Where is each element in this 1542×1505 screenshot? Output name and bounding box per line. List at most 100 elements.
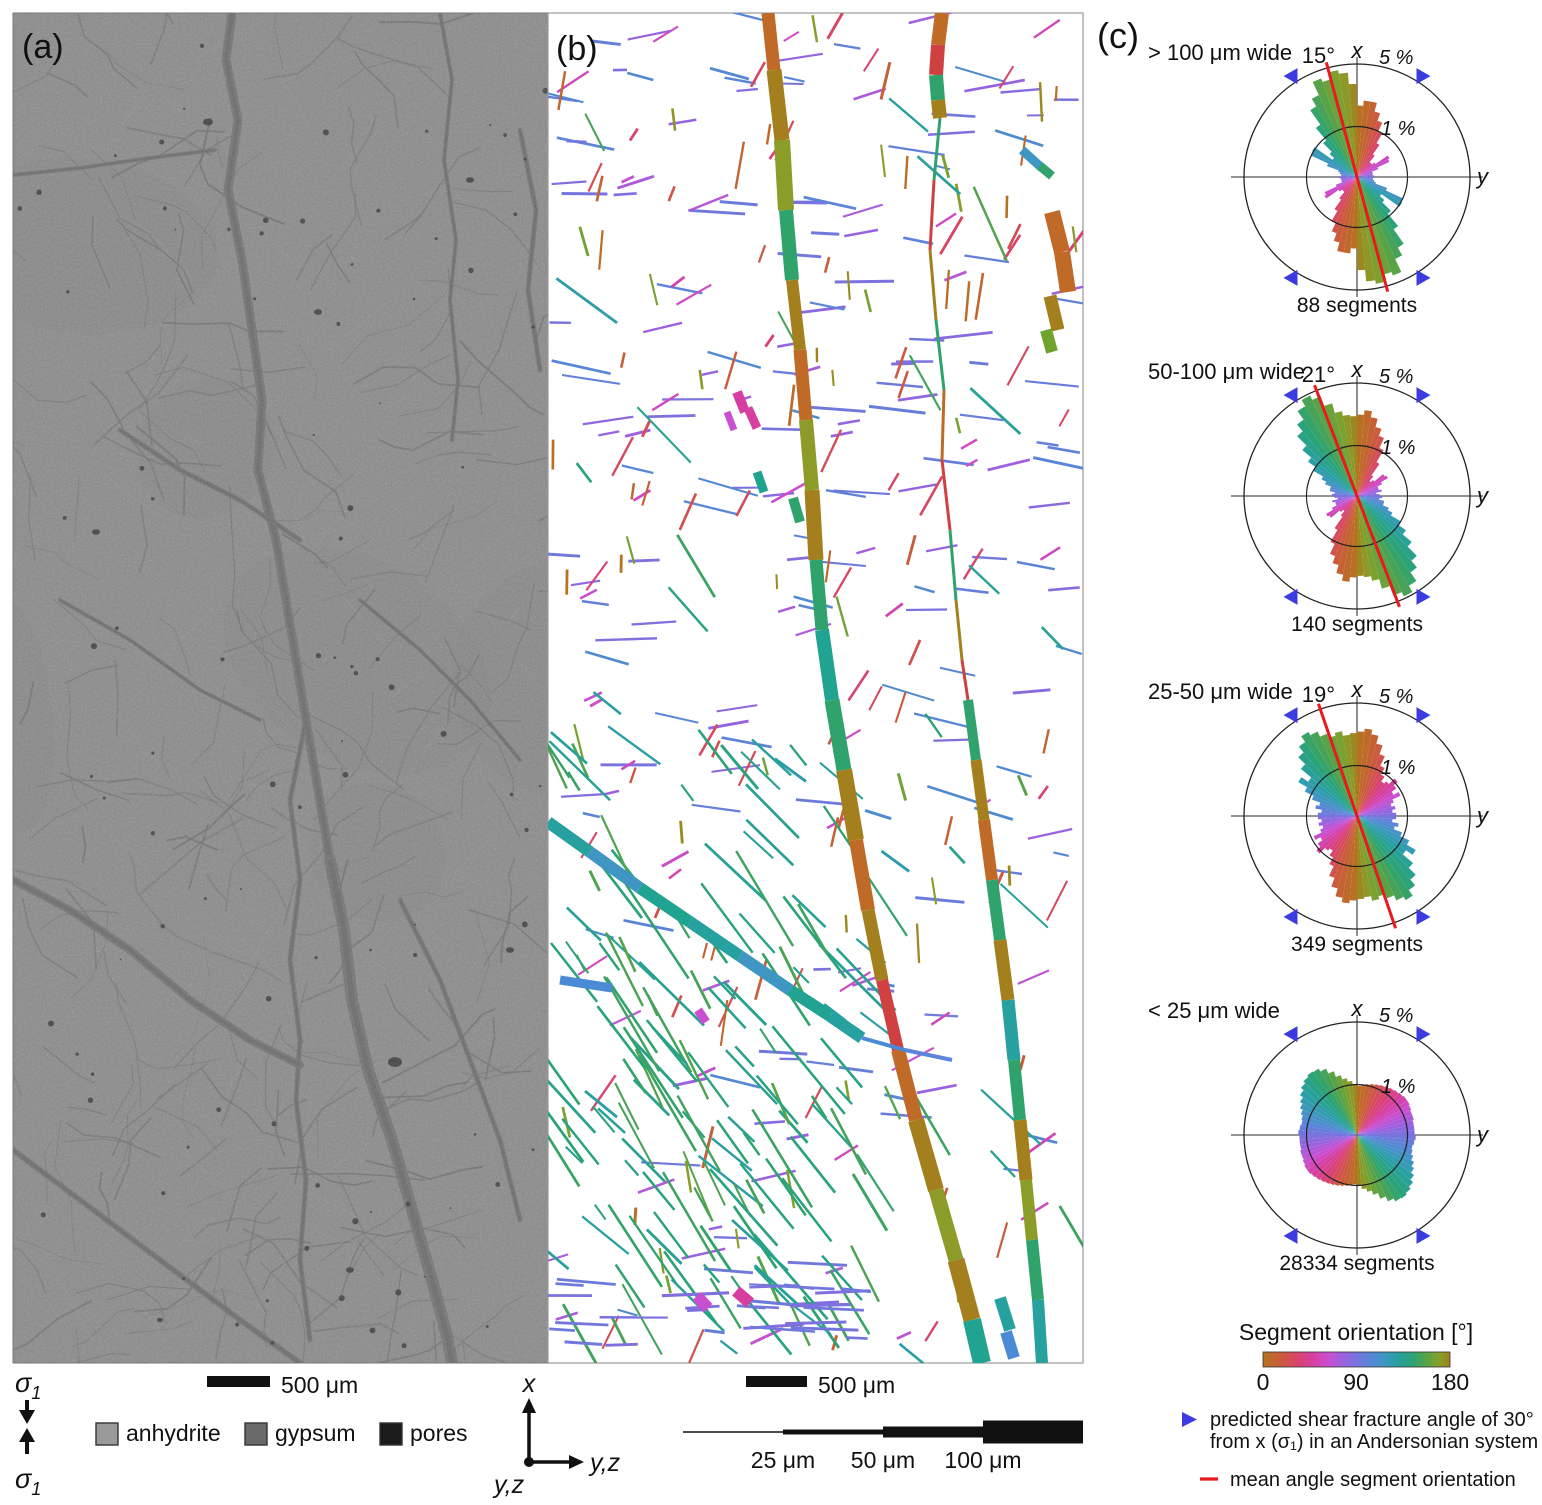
fracture-segment-thin [965,458,978,468]
fracture-fragment [1043,294,1065,332]
rose-petal [1357,1135,1414,1187]
fracture-segment-thin [778,1109,809,1144]
rose-petal [1357,488,1379,496]
rose-petal [1332,157,1357,177]
fracture-segment-thin [709,1277,742,1330]
rose-petal [1357,100,1371,177]
width-legend-50um-label: 50 μm [851,1447,915,1473]
orientation-colorbar: Segment orientation [°] 0 90 180 [1239,1319,1473,1395]
rose-y-axis-label: y [1475,164,1490,189]
rose-petal [1357,177,1376,184]
fracture-segment-thin [687,1328,705,1363]
fracture-band-segment [804,489,824,561]
rose-petal [1342,734,1357,816]
fracture-band-segment [786,984,834,1022]
fracture-segment-thin [745,783,800,839]
rose-petal [1357,799,1394,816]
rose-petal [1357,816,1414,868]
fracture-segment-thin [604,932,644,1007]
fracture-band-segment [1020,1179,1038,1241]
fracture-segment-thin [584,1089,618,1119]
fracture-segment-thin [638,1054,698,1152]
fracture-segment-thin [699,1224,732,1272]
colorbar-gradient [1262,1351,1451,1368]
rose-petal [1357,417,1378,496]
rose-mean-angle-label: 15° [1302,43,1335,68]
fracture-segment-thin [601,1315,620,1350]
fracture-segment-thin [853,87,887,101]
fracture-segment-thin [792,966,810,984]
rose-segment-count: 349 segments [1291,933,1423,956]
fracture-segment-thin [1047,445,1081,455]
rose-x-axis-label: x [1351,996,1364,1021]
rose-outer-ring-5pct [1243,382,1471,610]
fracture-segment-thin [605,1342,638,1347]
rose-petal [1357,159,1390,177]
fracture-segment-thin [549,1327,575,1332]
fracture-segment-thin [1048,586,1080,592]
rose-petal [1311,1135,1357,1178]
fracture-segment-thin [577,955,608,976]
shear-angle-triangle-icon [1182,1412,1197,1427]
fracture-segment-thin [589,698,603,708]
fracture-segment-thin [695,1066,716,1078]
panel-b-label: (b) [556,30,598,68]
shear-angle-triangle [1416,588,1431,605]
fracture-segment-thin [783,76,805,83]
rose-petal [1300,1109,1357,1135]
rose-petal [1299,1090,1357,1135]
rose-petal [1357,816,1403,837]
fracture-segment-thin [1032,456,1083,470]
rose-petal [1341,174,1357,177]
fracture-segment-thin [894,691,907,724]
fracture-segment-thin [954,417,962,434]
fracture-segment-thin [789,744,808,767]
rose-petal [1357,1087,1395,1135]
fracture-segment-thin [896,1331,912,1340]
fracture-band-segment [932,117,942,181]
fracture-segment-thin [969,360,989,366]
rose-petal [1324,1135,1357,1184]
fracture-segment-thin [555,277,618,325]
fracture-segment-thin [765,123,772,145]
fracture-fragment [994,1296,1016,1332]
rose-petal [1357,489,1382,496]
rose-petal [1341,175,1357,177]
fracture-segment-thin [668,868,682,880]
rose-petal [1357,1105,1412,1135]
shear-angle-legend-line2: from x (σ₁) in an Andersonian system [1210,1431,1538,1453]
rose-y-axis-label: y [1475,483,1490,508]
rose-petal [1310,106,1357,177]
fracture-segment-thin [682,1150,713,1221]
fracture-band-segment [1013,1119,1033,1181]
fracture-segment-thin [592,39,621,46]
fracture-segment-thin [565,941,590,974]
fracture-segment-thin [630,483,636,500]
fracture-segment-thin [751,1108,814,1208]
rose-petal [1348,1135,1357,1186]
fracture-segment-thin [789,1302,851,1308]
fracture-segment-thin [579,588,598,600]
rose-petal [1339,177,1357,179]
colorbar-tick-0: 0 [1257,1369,1270,1395]
fracture-segment-thin [564,1340,603,1347]
fracture-segment-thin [596,1005,647,1070]
fracture-segment-thin [758,1049,808,1056]
rose-petal [1300,1083,1357,1135]
rose-petal [1357,177,1402,207]
rose-petal [1317,816,1357,820]
fracture-segment-thin [724,351,738,390]
rose-petal [1357,731,1365,816]
fracture-segment-thin [716,1119,749,1165]
rose-petal [1343,177,1357,254]
fracture-band-segment [929,74,945,101]
rose-inner-ring-label: 1 % [1381,1076,1415,1098]
rose-petal [1357,1135,1415,1173]
fracture-segment-thin [735,489,751,517]
rose-petal [1357,143,1380,177]
fracture-segment-thin [916,1083,957,1095]
fracture-segment-thin [675,283,712,306]
fracture-segment-thin [1053,851,1070,857]
rose-petal [1297,406,1357,496]
